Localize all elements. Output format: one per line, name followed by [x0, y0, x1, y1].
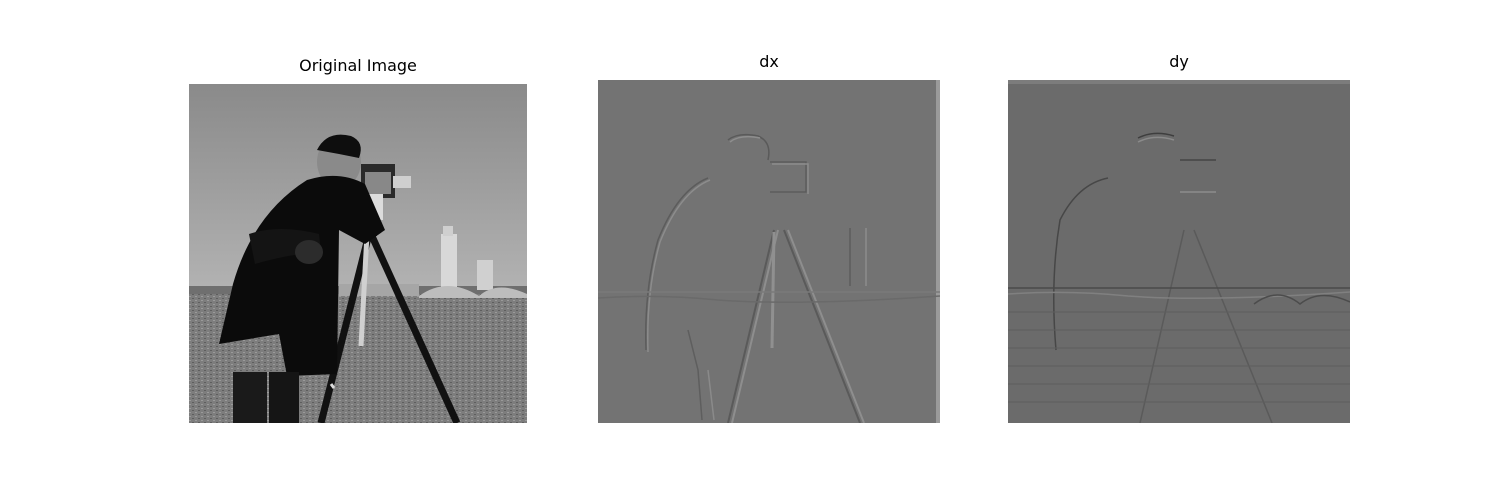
- dy-gradient-panel: dy: [1008, 52, 1350, 423]
- dx-gradient-panel: dx: [598, 52, 940, 423]
- dy-gradient-image: [1008, 80, 1350, 423]
- dy-title: dy: [1169, 52, 1189, 71]
- dx-title: dx: [759, 52, 779, 71]
- dx-gradient-image: [598, 80, 940, 423]
- original-image-panel: Original Image: [189, 56, 527, 423]
- original-image-title: Original Image: [299, 56, 417, 75]
- original-image: [189, 84, 527, 423]
